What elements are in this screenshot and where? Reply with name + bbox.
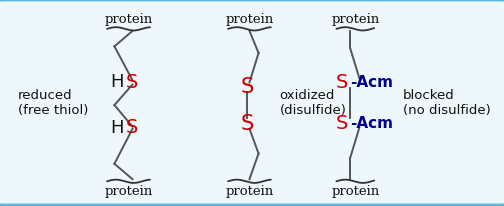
Text: -Acm: -Acm	[350, 75, 393, 90]
Text: reduced
(free thiol): reduced (free thiol)	[18, 89, 88, 117]
Text: S: S	[335, 114, 348, 133]
Text: -Acm: -Acm	[350, 116, 393, 131]
Text: protein: protein	[104, 13, 153, 26]
Text: H: H	[110, 73, 123, 91]
Text: S: S	[240, 76, 254, 97]
Text: S: S	[126, 118, 139, 137]
Text: protein: protein	[225, 185, 274, 198]
Text: protein: protein	[331, 13, 380, 26]
Text: S: S	[240, 114, 254, 134]
Text: protein: protein	[104, 185, 153, 198]
Text: blocked
(no disulfide): blocked (no disulfide)	[403, 89, 491, 117]
Text: H: H	[110, 119, 123, 137]
Text: oxidized
(disulfide): oxidized (disulfide)	[280, 89, 347, 117]
Text: S: S	[126, 73, 139, 92]
Text: S: S	[335, 73, 348, 92]
Text: protein: protein	[331, 185, 380, 198]
Text: protein: protein	[225, 13, 274, 26]
